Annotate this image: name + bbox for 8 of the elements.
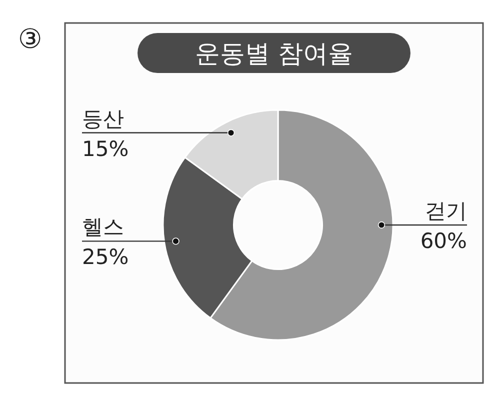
slice-label: 헬스 [82,215,124,240]
data-label: 60% [420,229,467,253]
text: ③ [18,24,42,55]
chart-title: 운동별 참여율 [195,39,353,68]
slice-label: 등산 [82,106,124,131]
data-label: 25% [82,245,129,270]
data-label: 15% [82,136,129,161]
slice-label: 걷기 [425,199,467,223]
